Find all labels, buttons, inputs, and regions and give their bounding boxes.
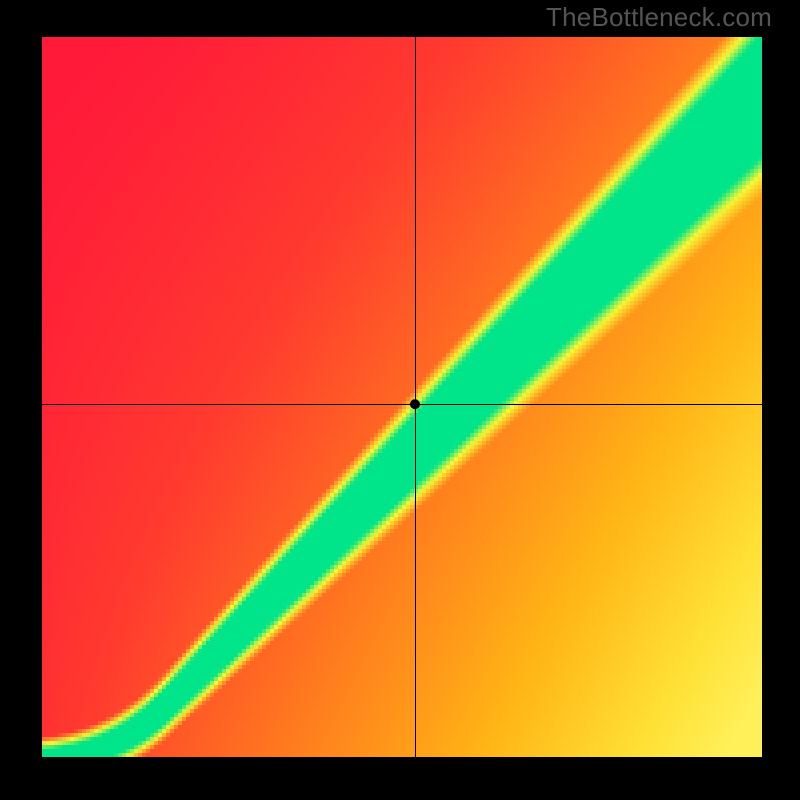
chart-frame: TheBottleneck.com <box>0 0 800 800</box>
crosshair-overlay <box>42 37 762 757</box>
watermark-text: TheBottleneck.com <box>546 2 772 33</box>
bottleneck-heatmap <box>42 37 762 757</box>
